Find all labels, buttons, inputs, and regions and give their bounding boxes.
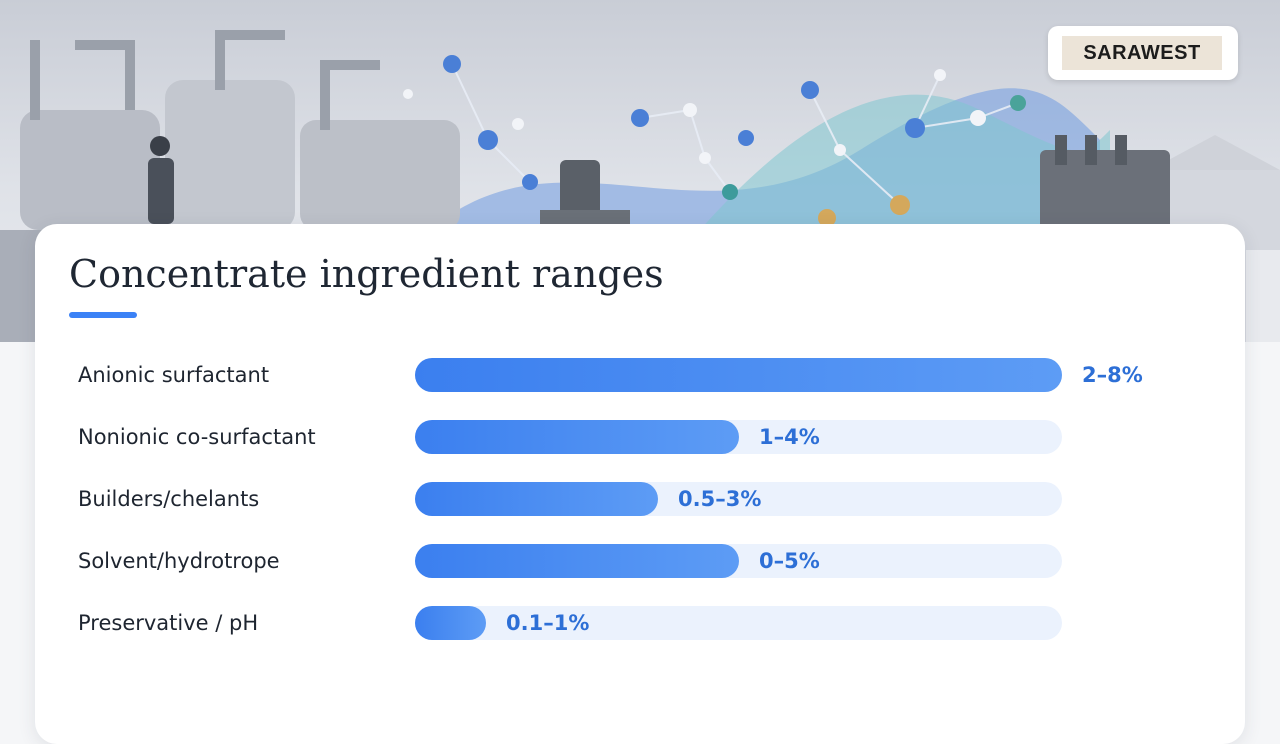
bar bbox=[415, 420, 739, 454]
bar-row-builders-chelants: Builders/chelants 0.5–3% bbox=[35, 481, 1245, 517]
bar-track bbox=[415, 358, 1062, 392]
value-label: 0–5% bbox=[759, 549, 820, 573]
category-label: Nonionic co-surfactant bbox=[78, 425, 316, 449]
value-label: 0.1–1% bbox=[506, 611, 590, 635]
bar-track bbox=[415, 544, 1062, 578]
category-label: Solvent/hydrotrope bbox=[78, 549, 280, 573]
bar bbox=[415, 482, 658, 516]
category-label: Anionic surfactant bbox=[78, 363, 270, 387]
bar-track bbox=[415, 606, 1062, 640]
bar-track bbox=[415, 420, 1062, 454]
bar bbox=[415, 544, 739, 578]
value-label: 1–4% bbox=[759, 425, 820, 449]
bar bbox=[415, 606, 486, 640]
bar-row-solvent-hydrotrope: Solvent/hydrotrope 0–5% bbox=[35, 543, 1245, 579]
bar-row-nonionic-co-surfactant: Nonionic co-surfactant 1–4% bbox=[35, 419, 1245, 455]
value-label: 0.5–3% bbox=[678, 487, 762, 511]
category-label: Builders/chelants bbox=[78, 487, 260, 511]
category-label: Preservative / pH bbox=[78, 611, 259, 635]
brand-logo: SARAWEST bbox=[1048, 26, 1238, 80]
bar-row-preservative-ph: Preservative / pH 0.1–1% bbox=[35, 605, 1245, 641]
value-label: 2–8% bbox=[1082, 363, 1143, 387]
title-accent-bar bbox=[69, 312, 137, 318]
bar-track bbox=[415, 482, 1062, 516]
chart-title: Concentrate ingredient ranges bbox=[69, 252, 664, 296]
chart-card: Concentrate ingredient ranges Anionic su… bbox=[35, 224, 1245, 744]
bar-row-anionic-surfactant: Anionic surfactant 2–8% bbox=[35, 357, 1245, 393]
brand-logo-text: SARAWEST bbox=[1062, 36, 1222, 70]
bar bbox=[415, 358, 1062, 392]
